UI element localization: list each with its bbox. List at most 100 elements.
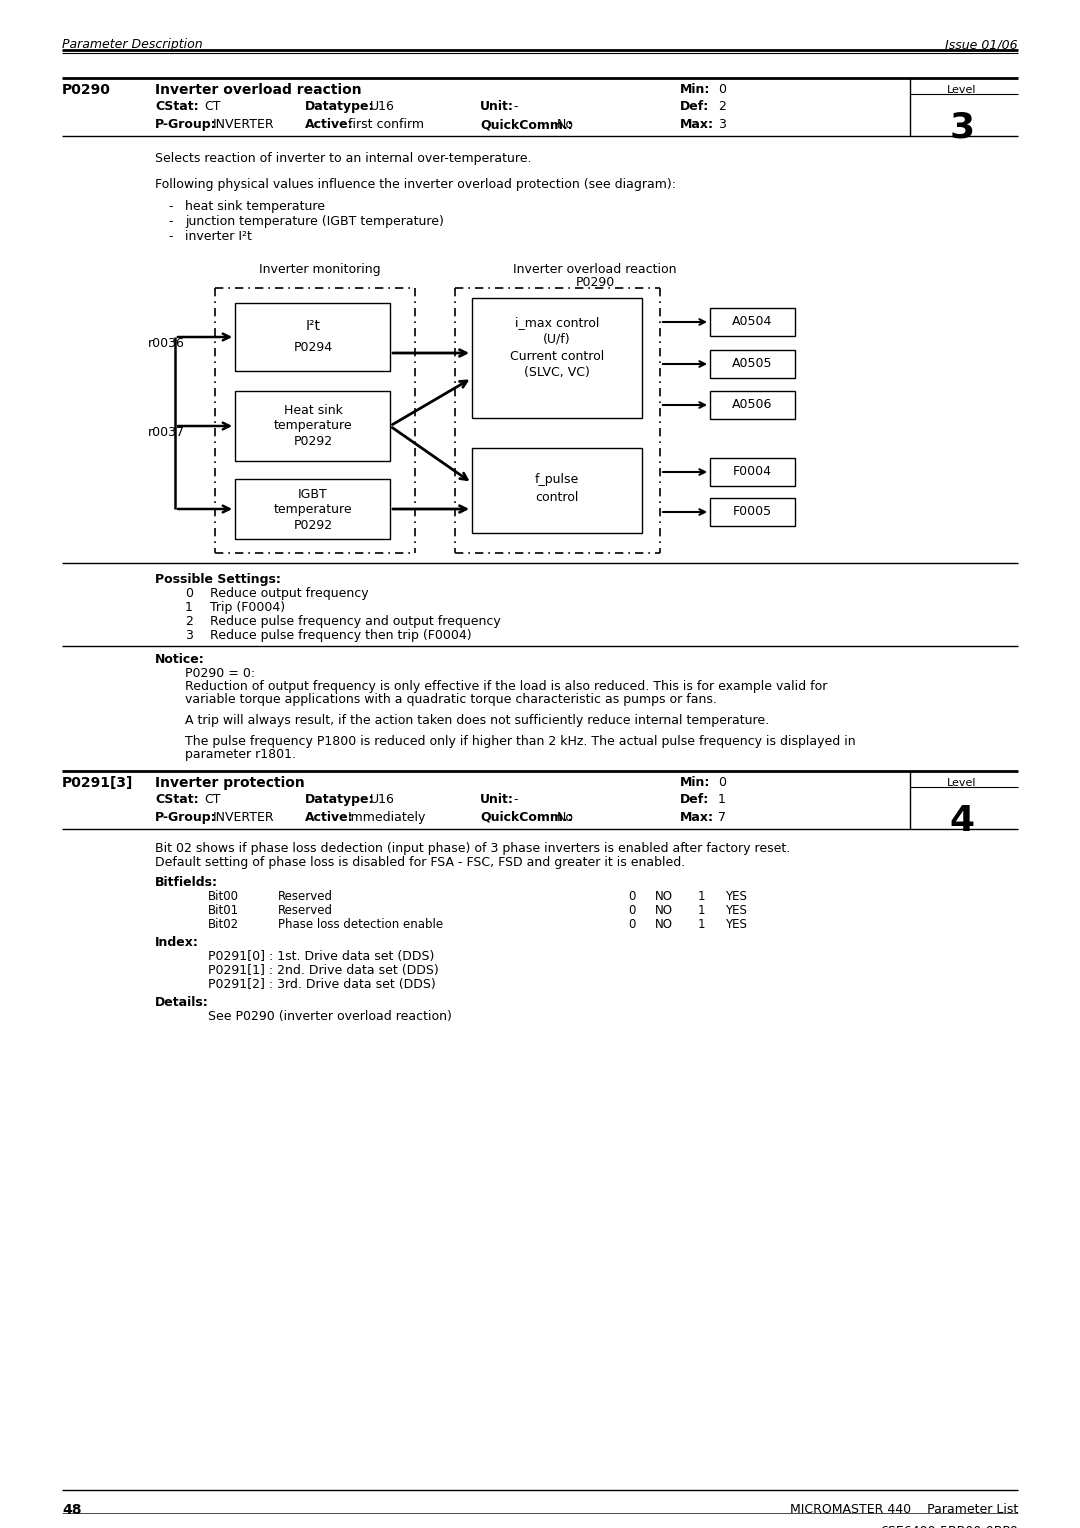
Text: P0292: P0292 xyxy=(294,520,333,532)
Text: Heat sink: Heat sink xyxy=(284,403,342,417)
Text: inverter I²t: inverter I²t xyxy=(185,231,252,243)
Text: 1: 1 xyxy=(698,905,705,917)
Text: 0: 0 xyxy=(627,889,635,903)
Text: The pulse frequency P1800 is reduced only if higher than 2 kHz. The actual pulse: The pulse frequency P1800 is reduced onl… xyxy=(185,735,855,749)
Text: 0: 0 xyxy=(185,587,193,601)
Text: P0294: P0294 xyxy=(294,341,333,354)
Text: Bit02: Bit02 xyxy=(208,918,239,931)
Text: -: - xyxy=(168,215,173,228)
Text: i_max control: i_max control xyxy=(515,316,599,329)
Text: NO: NO xyxy=(654,889,673,903)
Bar xyxy=(710,309,795,336)
Text: Details:: Details: xyxy=(156,996,208,1008)
Text: INVERTER: INVERTER xyxy=(213,811,274,824)
Text: -: - xyxy=(513,99,517,113)
Text: Notice:: Notice: xyxy=(156,652,205,666)
Text: Min:: Min: xyxy=(680,776,711,788)
Text: MICROMASTER 440    Parameter List: MICROMASTER 440 Parameter List xyxy=(789,1504,1018,1516)
Text: P0291[0] : 1st. Drive data set (DDS): P0291[0] : 1st. Drive data set (DDS) xyxy=(208,950,434,963)
Text: Max:: Max: xyxy=(680,811,714,824)
Text: (SLVC, VC): (SLVC, VC) xyxy=(524,367,590,379)
Text: 3: 3 xyxy=(185,630,193,642)
Text: Bitfields:: Bitfields: xyxy=(156,876,218,889)
Text: P0292: P0292 xyxy=(294,435,333,448)
Text: -: - xyxy=(513,793,517,805)
Text: Possible Settings:: Possible Settings: xyxy=(156,573,281,587)
Text: r0037: r0037 xyxy=(148,426,185,439)
Text: 7: 7 xyxy=(718,811,726,824)
Text: A0506: A0506 xyxy=(732,397,772,411)
Text: Reserved: Reserved xyxy=(278,905,333,917)
Text: P0291[3]: P0291[3] xyxy=(62,776,133,790)
Text: Default setting of phase loss is disabled for FSA - FSC, FSD and greater it is e: Default setting of phase loss is disable… xyxy=(156,856,685,869)
Text: 1: 1 xyxy=(185,601,193,614)
Text: Level: Level xyxy=(947,778,976,788)
Text: (U/f): (U/f) xyxy=(543,332,571,345)
Text: 0: 0 xyxy=(627,905,635,917)
Text: Index:: Index: xyxy=(156,937,199,949)
Text: Datatype:: Datatype: xyxy=(305,793,375,805)
Text: Trip (F0004): Trip (F0004) xyxy=(210,601,285,614)
Text: first confirm: first confirm xyxy=(348,118,424,131)
Text: Inverter monitoring: Inverter monitoring xyxy=(259,263,381,277)
Text: CStat:: CStat: xyxy=(156,793,199,805)
Text: INVERTER: INVERTER xyxy=(213,118,274,131)
Text: YES: YES xyxy=(725,918,747,931)
Text: temperature: temperature xyxy=(273,503,352,516)
Bar xyxy=(710,458,795,486)
Text: F0005: F0005 xyxy=(732,504,771,518)
Text: Active:: Active: xyxy=(305,118,353,131)
Text: P0291[1] : 2nd. Drive data set (DDS): P0291[1] : 2nd. Drive data set (DDS) xyxy=(208,964,438,976)
Bar xyxy=(235,303,390,371)
Text: Level: Level xyxy=(947,86,976,95)
Text: P-Group:: P-Group: xyxy=(156,118,217,131)
Text: Reduce output frequency: Reduce output frequency xyxy=(210,587,368,601)
Text: Phase loss detection enable: Phase loss detection enable xyxy=(278,918,443,931)
Text: Reduce pulse frequency and output frequency: Reduce pulse frequency and output freque… xyxy=(210,614,501,628)
Text: control: control xyxy=(536,490,579,504)
Text: r0036: r0036 xyxy=(148,338,185,350)
Text: Max:: Max: xyxy=(680,118,714,131)
Bar xyxy=(710,391,795,419)
Text: 48: 48 xyxy=(62,1504,81,1517)
Bar xyxy=(472,448,642,533)
Text: A trip will always result, if the action taken does not sufficiently reduce inte: A trip will always result, if the action… xyxy=(185,714,769,727)
Text: Reduce pulse frequency then trip (F0004): Reduce pulse frequency then trip (F0004) xyxy=(210,630,472,642)
Text: YES: YES xyxy=(725,905,747,917)
Text: variable torque applications with a quadratic torque characteristic as pumps or : variable torque applications with a quad… xyxy=(185,694,717,706)
Bar xyxy=(235,478,390,539)
Text: Active:: Active: xyxy=(305,811,353,824)
Text: Unit:: Unit: xyxy=(480,99,514,113)
Text: -: - xyxy=(168,231,173,243)
Text: Inverter overload reaction: Inverter overload reaction xyxy=(156,83,362,96)
Text: Reduction of output frequency is only effective if the load is also reduced. Thi: Reduction of output frequency is only ef… xyxy=(185,680,827,694)
Text: 3: 3 xyxy=(949,112,974,145)
Text: P0290: P0290 xyxy=(62,83,111,96)
Text: Issue 01/06: Issue 01/06 xyxy=(945,38,1018,50)
Text: parameter r1801.: parameter r1801. xyxy=(185,749,296,761)
Text: F0004: F0004 xyxy=(732,465,771,478)
Text: Immediately: Immediately xyxy=(348,811,427,824)
Text: Following physical values influence the inverter overload protection (see diagra: Following physical values influence the … xyxy=(156,177,676,191)
Text: 3: 3 xyxy=(718,118,726,131)
Text: 1: 1 xyxy=(698,918,705,931)
Text: Datatype:: Datatype: xyxy=(305,99,375,113)
Text: CStat:: CStat: xyxy=(156,99,199,113)
Text: CT: CT xyxy=(204,793,220,805)
Text: NO: NO xyxy=(654,918,673,931)
Text: No: No xyxy=(557,811,573,824)
Text: 0: 0 xyxy=(718,83,726,96)
Bar xyxy=(472,298,642,419)
Text: QuickComm.:: QuickComm.: xyxy=(480,118,572,131)
Text: Bit01: Bit01 xyxy=(208,905,239,917)
Text: Def:: Def: xyxy=(680,793,710,805)
Text: IGBT: IGBT xyxy=(298,487,328,501)
Text: P0291[2] : 3rd. Drive data set (DDS): P0291[2] : 3rd. Drive data set (DDS) xyxy=(208,978,435,992)
Text: Min:: Min: xyxy=(680,83,711,96)
Text: Unit:: Unit: xyxy=(480,793,514,805)
Text: I²t: I²t xyxy=(306,319,321,333)
Text: A0504: A0504 xyxy=(732,315,772,329)
Text: P-Group:: P-Group: xyxy=(156,811,217,824)
Text: Reserved: Reserved xyxy=(278,889,333,903)
Text: NO: NO xyxy=(654,905,673,917)
